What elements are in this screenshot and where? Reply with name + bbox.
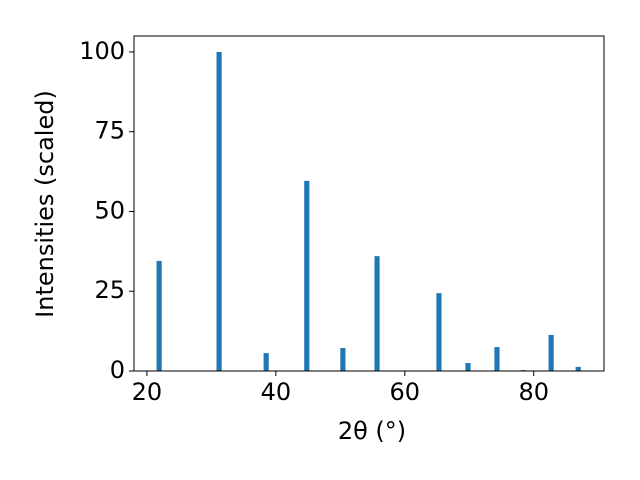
bar bbox=[156, 260, 162, 371]
bar bbox=[548, 334, 554, 371]
x-tick-label: 80 bbox=[518, 378, 549, 406]
y-tick-label: 0 bbox=[110, 356, 125, 384]
bar bbox=[340, 348, 346, 371]
bar bbox=[216, 51, 222, 371]
x-axis-label: 2θ (°) bbox=[338, 417, 406, 445]
y-tick-label: 25 bbox=[94, 276, 125, 304]
bar bbox=[494, 347, 500, 371]
x-tick-label: 20 bbox=[132, 378, 163, 406]
bar bbox=[374, 256, 380, 371]
y-tick-label: 100 bbox=[79, 37, 125, 65]
x-tick-label: 40 bbox=[261, 378, 292, 406]
bar bbox=[465, 363, 471, 371]
bar bbox=[304, 180, 310, 371]
y-tick-label: 50 bbox=[94, 196, 125, 224]
bar bbox=[263, 353, 269, 371]
plot-frame bbox=[133, 35, 605, 372]
x-tick-label: 60 bbox=[390, 378, 421, 406]
bar bbox=[575, 366, 581, 371]
y-axis-label: Intensities (scaled) bbox=[31, 90, 59, 318]
bar bbox=[436, 293, 442, 371]
y-tick-label: 75 bbox=[94, 117, 125, 145]
